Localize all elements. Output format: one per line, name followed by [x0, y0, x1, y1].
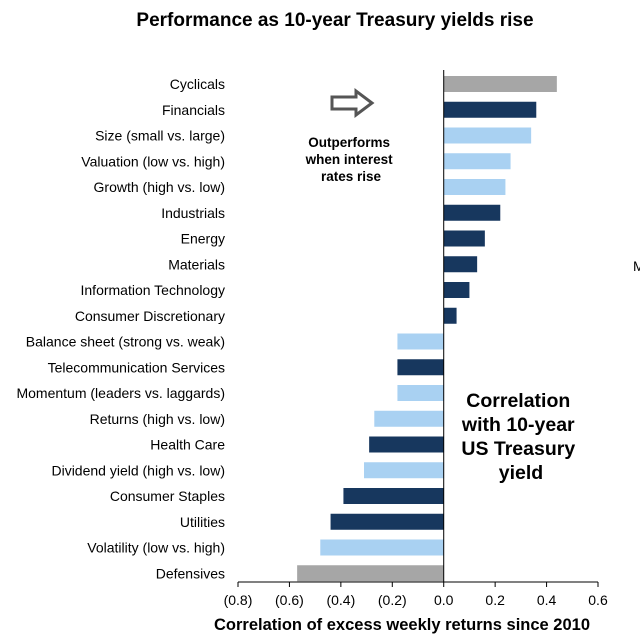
x-tick-label-6: 0.4: [537, 592, 557, 608]
outperforms-line-2: when interest: [305, 152, 394, 167]
bar-information-technology: [443, 282, 470, 298]
bar-energy: [443, 230, 485, 247]
category-label-industrials: Industrials: [161, 205, 225, 221]
bar-telecommunication-services: [397, 359, 444, 376]
bar-materials: [443, 256, 478, 273]
x-tick-label-5: 0.2: [485, 592, 505, 608]
category-label-volatility-low-vs-high: Volatility (low vs. high): [87, 540, 225, 556]
category-label-balance-sheet-strong-vs-weak: Balance sheet (strong vs. weak): [26, 334, 225, 350]
bar-consumer-staples: [343, 488, 444, 504]
x-tick-label-0: (0.8): [224, 592, 253, 608]
category-labels: Cyclicals Financials Size (small vs. large…: [16, 76, 225, 581]
correlation-line-3: US Treasury: [461, 438, 575, 460]
category-label-health-care: Health Care: [150, 437, 225, 453]
category-label-energy: Energy: [181, 231, 225, 247]
bar-valuation-low-vs-high: [443, 153, 511, 170]
x-tick-label-1: (0.6): [275, 592, 304, 608]
outperforms-line-1: Outperforms: [308, 135, 390, 150]
bar-balance-sheet-strong-vs-weak: [397, 333, 444, 350]
category-label-size-small-vs-large: Size (small vs. large): [95, 128, 225, 144]
arrow-right-icon: [330, 88, 375, 118]
outperforms-line-3: rates rise: [321, 169, 382, 184]
bar-utilities: [330, 513, 444, 530]
x-axis-tick-labels: (0.8) (0.6) (0.4) (0.2) 0.0 0.2 0.4 0.6: [224, 592, 608, 608]
bars-group: [297, 76, 557, 582]
chart-title: Performance as 10-year Treasury yields r…: [136, 10, 533, 31]
x-tick-label-2: (0.4): [326, 592, 355, 608]
category-label-dividend-yield-high-vs-low: Dividend yield (high vs. low): [51, 462, 225, 478]
category-label-materials: Materials: [168, 256, 225, 272]
category-label-information-technology: Information Technology: [81, 282, 226, 298]
correlation-line-1: Correlation: [466, 390, 570, 412]
category-label-growth-high-vs-low: Growth (high vs. low): [94, 179, 225, 195]
bar-growth-high-vs-low: [443, 179, 506, 195]
correlation-annotation: Correlation with 10-year US Treasury yie…: [461, 390, 581, 484]
category-label-defensives: Defensives: [156, 565, 225, 581]
correlation-line-2: with 10-year: [461, 414, 575, 436]
cropped-edge-text: M: [633, 258, 640, 274]
bar-health-care: [369, 436, 444, 453]
x-axis-label: Correlation of excess weekly returns sin…: [214, 616, 590, 634]
category-label-consumer-discretionary: Consumer Discretionary: [75, 308, 225, 324]
bar-defensives: [297, 565, 444, 582]
outperforms-annotation: Outperforms when interest rates rise: [305, 135, 397, 184]
category-label-telecommunication-services: Telecommunication Services: [48, 359, 225, 375]
bar-industrials: [443, 204, 501, 221]
category-label-financials: Financials: [162, 102, 225, 118]
category-label-returns-high-vs-low: Returns (high vs. low): [90, 411, 225, 427]
category-label-utilities: Utilities: [180, 514, 225, 530]
x-tick-label-4: 0.0: [434, 592, 454, 608]
bar-momentum-leaders-vs-laggards: [397, 385, 444, 401]
category-label-consumer-staples: Consumer Staples: [110, 488, 225, 504]
x-axis-ticks: [237, 582, 599, 587]
bar-cyclicals: [443, 76, 557, 92]
bar-size-small-vs-large: [443, 127, 532, 144]
bar-dividend-yield-high-vs-low: [364, 462, 444, 479]
bar-consumer-discretionary: [443, 307, 457, 324]
correlation-line-4: yield: [499, 462, 543, 484]
category-label-momentum-leaders-vs-laggards: Momentum (leaders vs. laggards): [16, 385, 225, 401]
category-label-valuation-low-vs-high: Valuation (low vs. high): [81, 153, 225, 169]
bar-returns-high-vs-low: [374, 410, 444, 427]
bar-financials: [443, 101, 537, 118]
category-label-cyclicals: Cyclicals: [170, 76, 225, 92]
bar-volatility-low-vs-high: [320, 539, 444, 556]
x-tick-label-3: (0.2): [378, 592, 407, 608]
x-tick-label-7: 0.6: [588, 592, 608, 608]
